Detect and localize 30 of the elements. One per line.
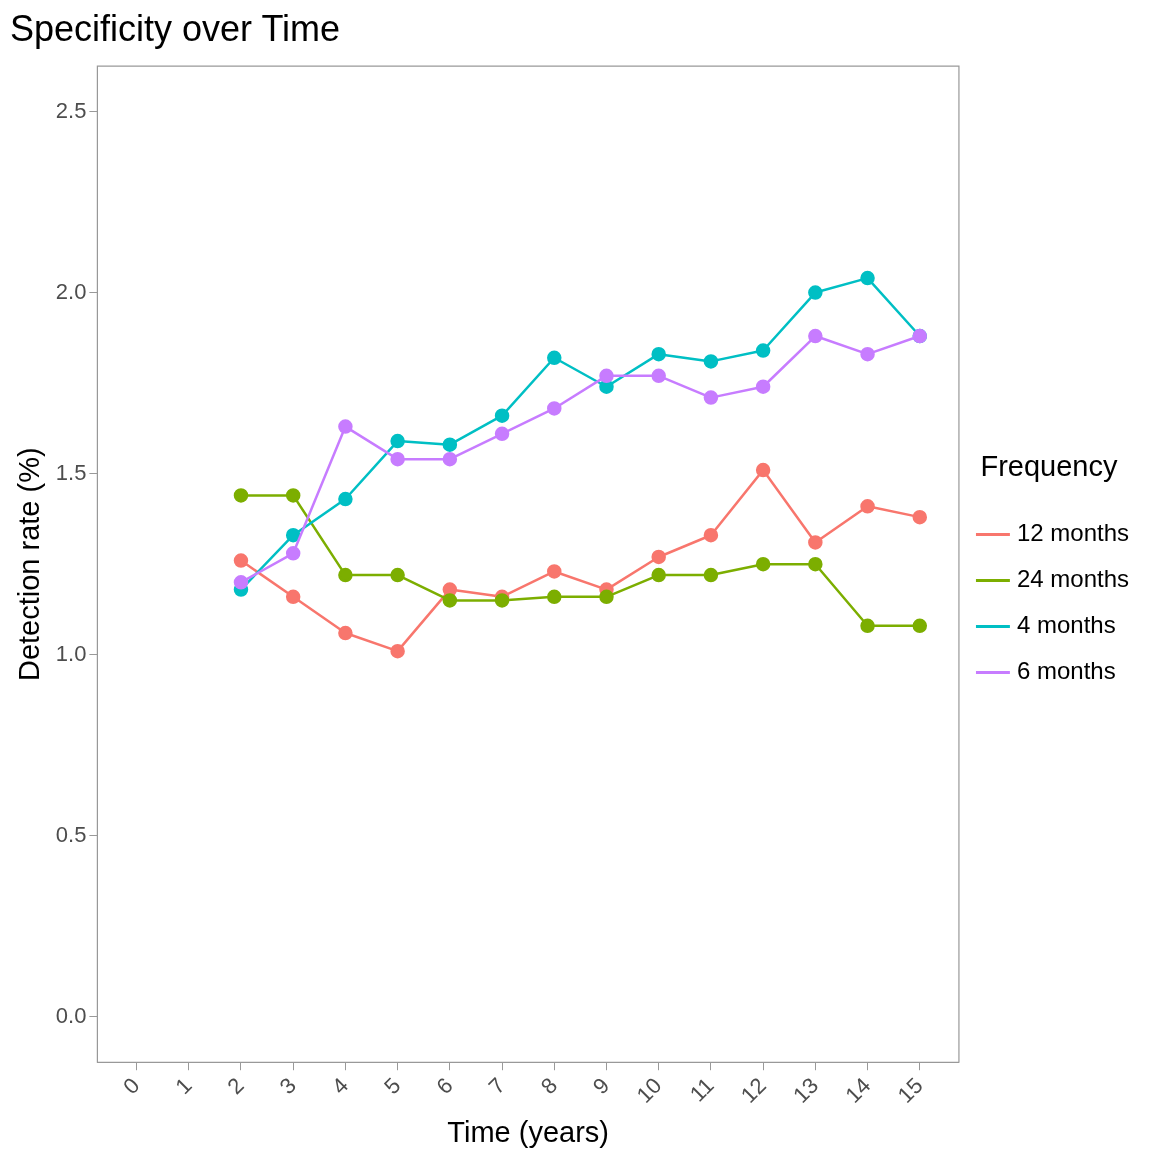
y-tick-label: 2.0 — [55, 278, 87, 304]
legend-title: Frequency — [980, 450, 1118, 483]
x-tick-label: 7 — [483, 1072, 510, 1100]
x-tick-label: 8 — [535, 1072, 563, 1100]
legend-label: 6 months — [1016, 657, 1116, 685]
x-tick-label: 14 — [840, 1072, 876, 1108]
x-tick-label: 10 — [631, 1072, 667, 1108]
y-tick-label: 0.5 — [55, 821, 87, 847]
y-tick-label: 0.0 — [55, 1003, 87, 1029]
x-tick-label: 6 — [431, 1072, 458, 1100]
x-tick-label: 9 — [587, 1072, 615, 1100]
x-tick-label: 4 — [326, 1072, 354, 1100]
x-axis-title: Time (years) — [447, 1115, 609, 1148]
x-tick-label: 1 — [170, 1072, 197, 1100]
chart-title: Specificity over Time — [10, 7, 341, 49]
x-tick-label: 15 — [892, 1072, 928, 1108]
x-tick-label: 5 — [379, 1072, 406, 1100]
x-tick-label: 12 — [735, 1072, 771, 1108]
x-tick-label: 11 — [684, 1072, 719, 1107]
x-tick-label: 13 — [788, 1072, 824, 1108]
y-axis-title: Detection rate (%) — [13, 447, 46, 682]
y-tick-label: 1.0 — [55, 640, 87, 666]
x-tick-label: 3 — [274, 1072, 302, 1100]
x-tick-label: 2 — [222, 1072, 249, 1100]
legend-label: 12 months — [1016, 519, 1130, 547]
legend-label: 24 months — [1016, 565, 1130, 593]
y-tick-label: 2.5 — [55, 97, 87, 123]
x-tick-label: 0 — [118, 1072, 145, 1100]
legend-label: 4 months — [1016, 611, 1116, 639]
y-tick-label: 1.5 — [55, 459, 87, 485]
